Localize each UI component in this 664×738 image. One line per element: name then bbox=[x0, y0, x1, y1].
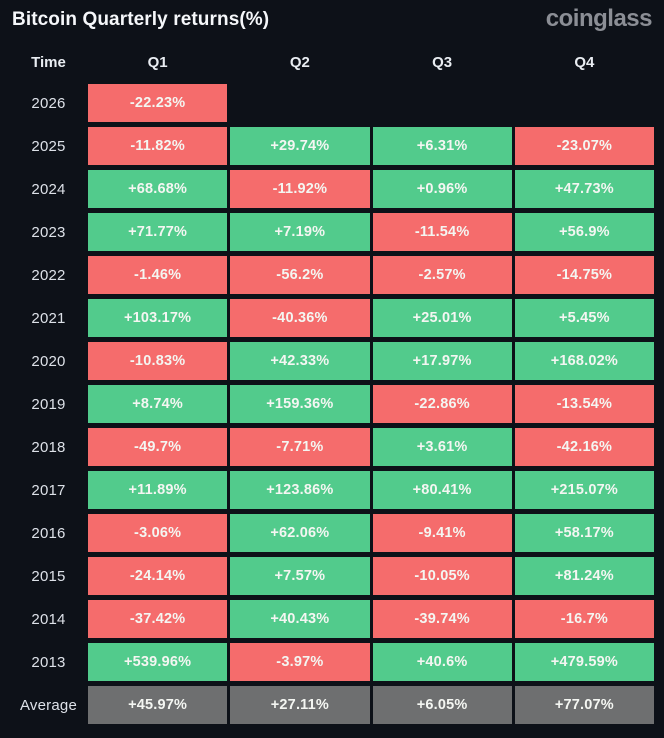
return-cell-2016-q2: +62.06% bbox=[230, 514, 370, 552]
row-label-2014: 2014 bbox=[31, 610, 66, 628]
return-cell-2023-q3: -11.54% bbox=[372, 213, 512, 251]
row-label-2017: 2017 bbox=[31, 481, 66, 499]
return-cell-2021-q3: +25.01% bbox=[372, 299, 512, 337]
row-label-2013: 2013 bbox=[31, 653, 66, 671]
row-label-2024: 2024 bbox=[31, 180, 66, 198]
return-cell-2023-q2: +7.19% bbox=[230, 213, 370, 251]
column-header-q2: Q2 bbox=[289, 54, 310, 71]
return-cell-2024-q4: +47.73% bbox=[514, 170, 654, 208]
return-cell-2017-q1: +11.89% bbox=[88, 471, 228, 509]
column-header-q4: Q4 bbox=[574, 54, 595, 71]
return-cell-2013-q1: +539.96% bbox=[88, 643, 228, 681]
return-cell-2020-q1: -10.83% bbox=[88, 342, 228, 380]
row-label-2025: 2025 bbox=[31, 137, 66, 155]
page-title: Bitcoin Quarterly returns(%) bbox=[12, 9, 270, 30]
return-cell-2015-q1: -24.14% bbox=[88, 557, 228, 595]
row-label-2023: 2023 bbox=[31, 223, 66, 241]
return-cell-2016-q1: -3.06% bbox=[88, 514, 228, 552]
return-cell-average-q3: +6.05% bbox=[372, 686, 512, 724]
topbar: Bitcoin Quarterly returns(%) coinglass bbox=[0, 0, 664, 46]
return-cell-2022-q3: -2.57% bbox=[372, 256, 512, 294]
return-cell-2025-q4: -23.07% bbox=[514, 127, 654, 165]
return-cell-2014-q1: -37.42% bbox=[88, 600, 228, 638]
return-cell-2017-q2: +123.86% bbox=[230, 471, 370, 509]
return-cell-2024-q1: +68.68% bbox=[88, 170, 228, 208]
row-label-2015: 2015 bbox=[31, 567, 66, 585]
return-cell-2019-q3: -22.86% bbox=[372, 385, 512, 423]
return-cell-2025-q3: +6.31% bbox=[372, 127, 512, 165]
column-header-q1: Q1 bbox=[147, 54, 168, 71]
returns-table: Time Q1 Q2 Q3 Q4 2026 -22.23% 2025 -11.82% +29.74… bbox=[0, 46, 664, 729]
empty-cell bbox=[230, 84, 369, 122]
return-cell-2014-q4: -16.7% bbox=[514, 600, 654, 638]
return-cell-2020-q2: +42.33% bbox=[230, 342, 370, 380]
return-cell-2017-q4: +215.07% bbox=[514, 471, 654, 509]
return-cell-2018-q4: -42.16% bbox=[514, 428, 654, 466]
row-label-2022: 2022 bbox=[31, 266, 66, 284]
empty-cell bbox=[373, 84, 512, 122]
return-cell-2013-q3: +40.6% bbox=[372, 643, 512, 681]
return-cell-2026-q1: -22.23% bbox=[88, 84, 228, 122]
return-cell-2022-q4: -14.75% bbox=[514, 256, 654, 294]
return-cell-2025-q1: -11.82% bbox=[88, 127, 228, 165]
return-cell-2013-q2: -3.97% bbox=[230, 643, 370, 681]
row-label-2021: 2021 bbox=[31, 309, 66, 327]
row-label-2016: 2016 bbox=[31, 524, 66, 542]
return-cell-2018-q3: +3.61% bbox=[372, 428, 512, 466]
return-cell-2019-q2: +159.36% bbox=[230, 385, 370, 423]
return-cell-2021-q4: +5.45% bbox=[514, 299, 654, 337]
return-cell-2018-q2: -7.71% bbox=[230, 428, 370, 466]
return-cell-2022-q1: -1.46% bbox=[88, 256, 228, 294]
return-cell-average-q1: +45.97% bbox=[88, 686, 228, 724]
return-cell-2017-q3: +80.41% bbox=[372, 471, 512, 509]
return-cell-2023-q4: +56.9% bbox=[514, 213, 654, 251]
column-header-q3: Q3 bbox=[432, 54, 453, 71]
return-cell-2014-q2: +40.43% bbox=[230, 600, 370, 638]
return-cell-2015-q2: +7.57% bbox=[230, 557, 370, 595]
return-cell-2015-q3: -10.05% bbox=[372, 557, 512, 595]
row-label-2020: 2020 bbox=[31, 352, 66, 370]
return-cell-2025-q2: +29.74% bbox=[230, 127, 370, 165]
return-cell-2022-q2: -56.2% bbox=[230, 256, 370, 294]
return-cell-average-q2: +27.11% bbox=[230, 686, 370, 724]
row-label-2018: 2018 bbox=[31, 438, 66, 456]
return-cell-2016-q3: -9.41% bbox=[372, 514, 512, 552]
return-cell-2024-q3: +0.96% bbox=[372, 170, 512, 208]
return-cell-2024-q2: -11.92% bbox=[230, 170, 370, 208]
row-label-2019: 2019 bbox=[31, 395, 66, 413]
return-cell-2020-q4: +168.02% bbox=[514, 342, 654, 380]
return-cell-2019-q4: -13.54% bbox=[514, 385, 654, 423]
return-cell-average-q4: +77.07% bbox=[514, 686, 654, 724]
return-cell-2014-q3: -39.74% bbox=[372, 600, 512, 638]
coinglass-logo: coinglass bbox=[545, 5, 653, 32]
row-label-average: Average bbox=[20, 696, 77, 714]
return-cell-2013-q4: +479.59% bbox=[514, 643, 654, 681]
return-cell-2015-q4: +81.24% bbox=[514, 557, 654, 595]
return-cell-2021-q2: -40.36% bbox=[230, 299, 370, 337]
column-header-time: Time bbox=[31, 54, 66, 71]
return-cell-2023-q1: +71.77% bbox=[88, 213, 228, 251]
return-cell-2018-q1: -49.7% bbox=[88, 428, 228, 466]
return-cell-2019-q1: +8.74% bbox=[88, 385, 228, 423]
empty-cell bbox=[515, 84, 654, 122]
return-cell-2021-q1: +103.17% bbox=[88, 299, 228, 337]
row-label-2026: 2026 bbox=[31, 94, 66, 112]
return-cell-2016-q4: +58.17% bbox=[514, 514, 654, 552]
return-cell-2020-q3: +17.97% bbox=[372, 342, 512, 380]
